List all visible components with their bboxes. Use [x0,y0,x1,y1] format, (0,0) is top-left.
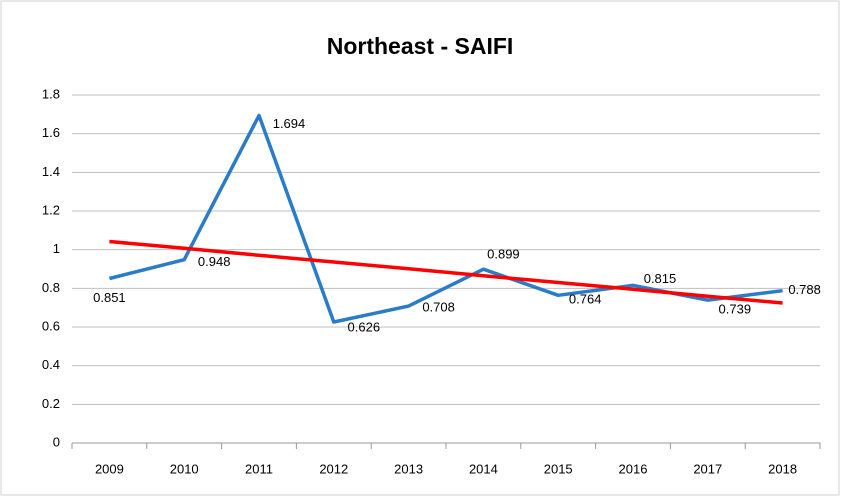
data-label: 0.899 [487,247,520,262]
y-tick-label: 1.4 [42,164,60,179]
y-tick-label: 0 [53,434,60,449]
data-label: 0.788 [788,282,821,297]
x-tick-label: 2014 [469,461,498,476]
data-label: 0.708 [422,300,455,315]
x-tick-label: 2018 [768,461,797,476]
x-tick-label: 2009 [95,461,124,476]
y-tick-label: 0.4 [42,357,60,372]
data-label: 1.694 [273,116,306,131]
y-tick-label: 1.6 [42,125,60,140]
data-label: 0.851 [93,290,126,305]
chart-title: Northeast - SAIFI [327,33,514,59]
x-tick-label: 2010 [170,461,199,476]
y-tick-label: 0.2 [42,396,60,411]
y-tick-label: 1 [53,241,60,256]
x-tick-label: 2012 [319,461,348,476]
data-label: 0.626 [348,319,381,334]
x-tick-label: 2011 [245,461,273,476]
y-tick-label: 1.2 [42,202,60,217]
x-tick-label: 2016 [619,461,648,476]
data-label: 0.739 [719,302,752,317]
x-tick-label: 2013 [394,461,423,476]
y-tick-label: 1.8 [42,86,60,101]
data-label: 0.764 [569,292,602,307]
trend-line [109,239,783,305]
y-tick-label: 0.8 [42,280,60,295]
data-label: 0.948 [198,254,231,269]
data-label: 0.815 [644,271,677,286]
x-tick-label: 2017 [693,461,722,476]
x-tick-label: 2015 [544,461,573,476]
y-tick-label: 0.6 [42,318,60,333]
